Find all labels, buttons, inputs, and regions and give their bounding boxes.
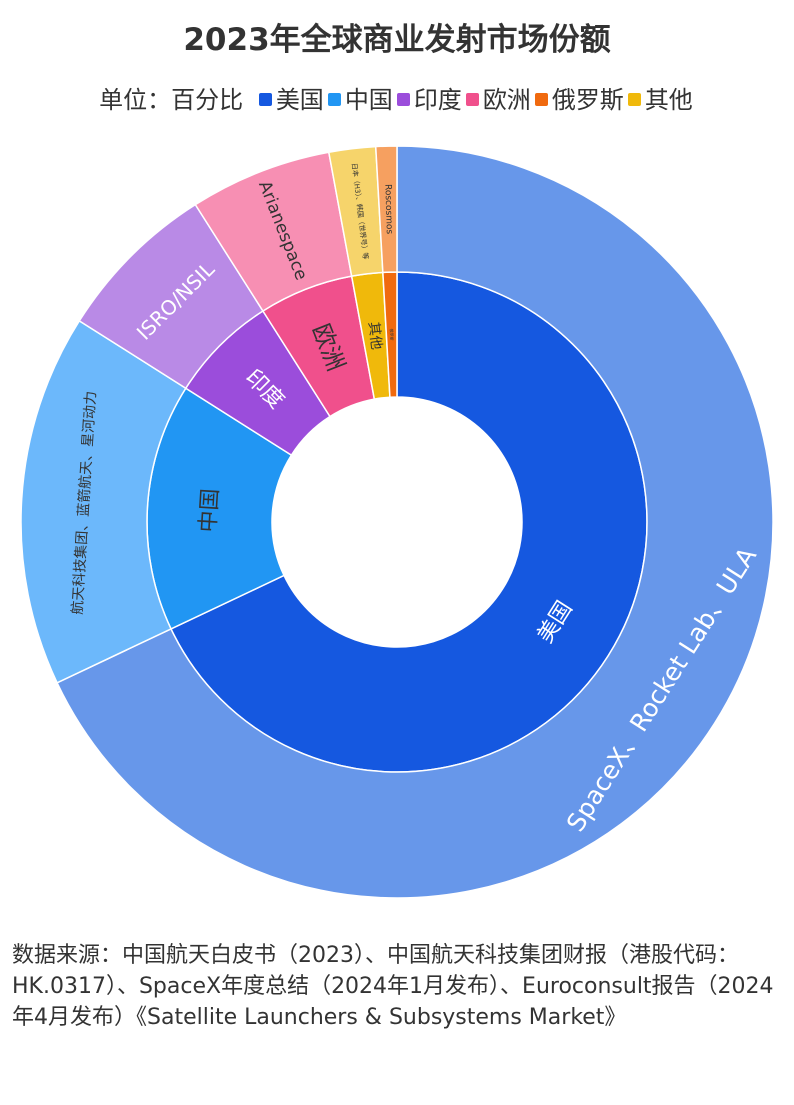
legend-label: 美国 bbox=[275, 86, 324, 114]
legend-swatch bbox=[396, 93, 410, 106]
legend-swatch bbox=[258, 93, 272, 106]
legend-item[interactable]: 印度 bbox=[396, 80, 462, 115]
legend-label: 印度 bbox=[413, 86, 462, 114]
legend-item[interactable]: 其他 bbox=[627, 80, 693, 115]
legend-label: 中国 bbox=[344, 86, 393, 114]
inner-segment-label: 中国 bbox=[196, 488, 224, 533]
legend-swatch bbox=[465, 93, 479, 106]
legend-label: 欧洲 bbox=[482, 86, 531, 114]
legend-swatch bbox=[534, 93, 548, 106]
legend-swatch bbox=[627, 93, 641, 106]
legend-swatch bbox=[327, 93, 341, 106]
legend-item[interactable]: 俄罗斯 bbox=[534, 80, 624, 115]
inner-segment-label: 其他 bbox=[365, 321, 384, 351]
outer-segment[interactable] bbox=[56, 145, 774, 899]
legend-label: 其他 bbox=[644, 86, 693, 114]
inner-segment-label: 俄罗斯 bbox=[389, 328, 395, 340]
legend-label: 俄罗斯 bbox=[551, 86, 624, 114]
legend-item[interactable]: 中国 bbox=[327, 80, 393, 115]
source-note: 数据来源：中国航天白皮书（2023）、中国航天科技集团财报（港股代码：HK.03… bbox=[12, 943, 774, 1030]
outer-segment[interactable] bbox=[374, 145, 398, 274]
legend: 单位：百分比 美国 中国 印度 欧洲 俄罗斯 其他 bbox=[0, 80, 794, 115]
legend-item[interactable]: 欧洲 bbox=[465, 80, 531, 115]
legend-item[interactable]: 美国 bbox=[258, 80, 324, 115]
outer-segment-label: Roscosmos bbox=[382, 184, 393, 235]
unit-label: 单位：百分比 bbox=[99, 86, 244, 114]
chart-title: 2023年全球商业发射市场份额 bbox=[183, 22, 611, 58]
